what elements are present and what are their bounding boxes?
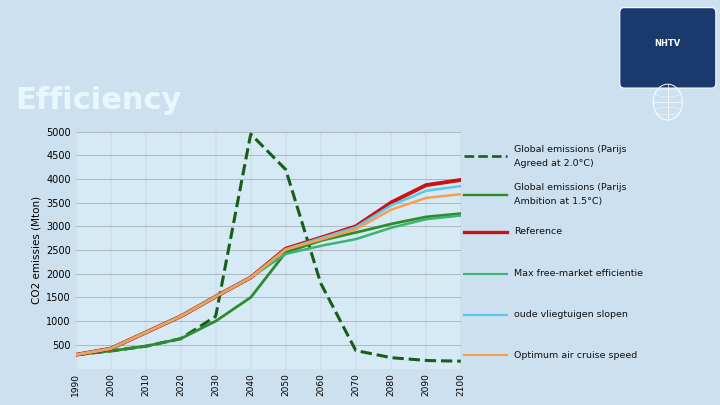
FancyBboxPatch shape xyxy=(620,8,716,88)
Text: NHTV: NHTV xyxy=(654,39,681,48)
Text: Reference: Reference xyxy=(514,227,562,236)
Text: Optimum air cruise speed: Optimum air cruise speed xyxy=(514,351,637,360)
Text: Global emissions (Parijs: Global emissions (Parijs xyxy=(514,183,626,192)
Text: Max free-market efficientie: Max free-market efficientie xyxy=(514,269,643,278)
Y-axis label: CO2 emissies (Mton): CO2 emissies (Mton) xyxy=(32,196,42,304)
Text: oude vliegtuigen slopen: oude vliegtuigen slopen xyxy=(514,310,628,319)
Text: Efficiency: Efficiency xyxy=(15,86,181,115)
Text: Ambition at 1.5°C): Ambition at 1.5°C) xyxy=(514,197,603,206)
Text: Agreed at 2.0°C): Agreed at 2.0°C) xyxy=(514,159,594,168)
Text: Global emissions (Parijs: Global emissions (Parijs xyxy=(514,145,626,154)
